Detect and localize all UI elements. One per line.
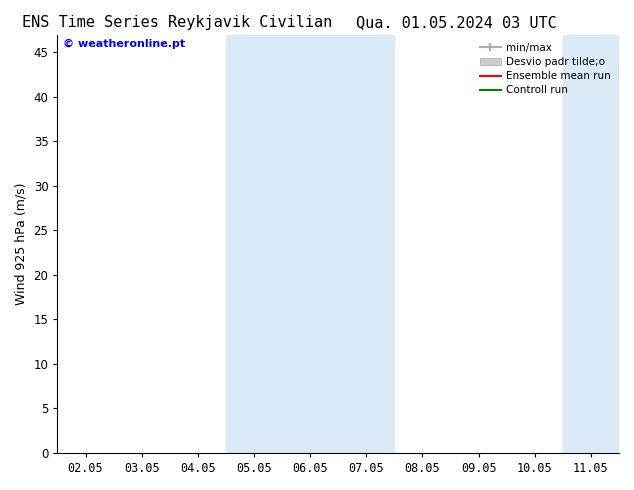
Text: ENS Time Series Reykjavik Civilian: ENS Time Series Reykjavik Civilian — [22, 15, 333, 30]
Text: Qua. 01.05.2024 03 UTC: Qua. 01.05.2024 03 UTC — [356, 15, 557, 30]
Legend: min/max, Desvio padr tilde;o, Ensemble mean run, Controll run: min/max, Desvio padr tilde;o, Ensemble m… — [477, 40, 614, 98]
Y-axis label: Wind 925 hPa (m/s): Wind 925 hPa (m/s) — [15, 183, 28, 305]
Bar — [563, 35, 619, 453]
Text: © weatheronline.pt: © weatheronline.pt — [63, 39, 185, 49]
Bar — [226, 35, 394, 453]
